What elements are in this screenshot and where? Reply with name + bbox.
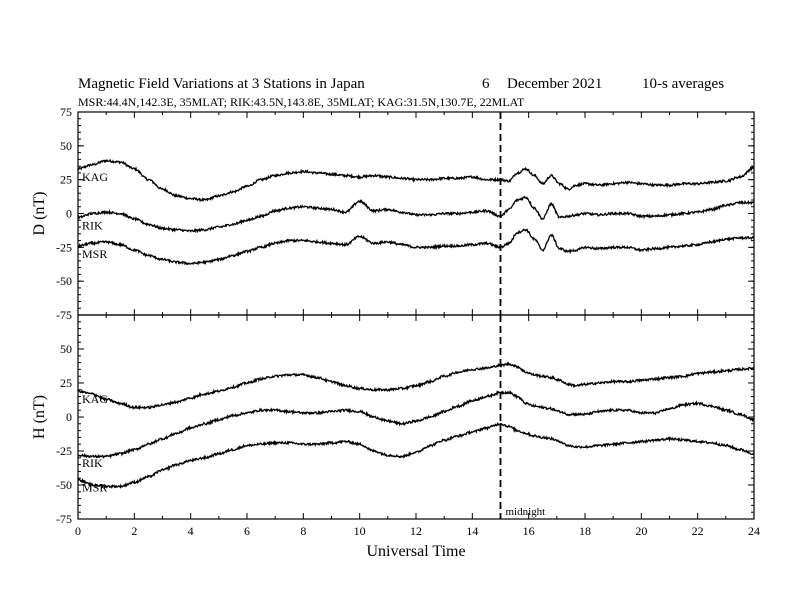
y-tick-label: 50 — [60, 139, 72, 153]
stations-subtitle: MSR:44.4N,142.3E, 35MLAT; RIK:43.5N,143.… — [78, 95, 525, 109]
x-tick-label: 18 — [579, 524, 591, 538]
series-label-msr: MSR — [82, 481, 107, 495]
y-tick-label: -75 — [56, 512, 72, 526]
series-line-rik — [77, 390, 755, 459]
series-label-kag: KAG — [82, 392, 108, 406]
date-month-year: December 2021 — [507, 76, 602, 92]
x-tick-label: 2 — [131, 524, 137, 538]
midnight-label: midnight — [506, 506, 546, 518]
chart-header: Magnetic Field Variations at 3 Stations … — [78, 76, 724, 109]
x-tick-label: 12 — [410, 524, 422, 538]
series-line-kag — [77, 158, 755, 203]
y-tick-label: -50 — [56, 478, 72, 492]
y-tick-label: -25 — [56, 240, 72, 254]
x-tick-label: 16 — [523, 524, 535, 538]
y-tick-label: -50 — [56, 274, 72, 288]
series-line-msr — [77, 422, 755, 490]
y-tick-label: 75 — [60, 105, 72, 119]
series-line-rik — [77, 195, 755, 234]
panel-top: 75 50 25 0 -25 -50 -75 D (nT) KAG RIK MSR — [31, 105, 755, 322]
y-tick-label: 0 — [66, 207, 72, 221]
panel-frame — [77, 314, 755, 520]
chart-title: Magnetic Field Variations at 3 Stations … — [78, 76, 365, 92]
y-tick-label: -75 — [56, 308, 72, 322]
y-tick-label: 25 — [60, 173, 72, 187]
x-tick-label: 14 — [466, 524, 478, 538]
x-tick-label: 22 — [692, 524, 704, 538]
series-label-rik: RIK — [82, 219, 103, 233]
x-tick-label: 8 — [300, 524, 306, 538]
panel-frame — [77, 111, 755, 316]
plot-area: 75 50 25 0 -25 -50 -75 D (nT) KAG RIK MSR 50 25 0 -25 -… — [31, 105, 760, 560]
x-tick-label: 0 — [75, 524, 81, 538]
y-axis-label: H (nT) — [31, 395, 48, 439]
x-axis-label: Universal Time — [366, 543, 465, 560]
y-tick-label: 25 — [60, 376, 72, 390]
date-day: 6 — [482, 76, 490, 92]
series-line-msr — [77, 228, 755, 266]
y-tick-label: -25 — [56, 444, 72, 458]
x-tick-label: 20 — [635, 524, 647, 538]
series-label-rik: RIK — [82, 456, 103, 470]
x-tick-label: 4 — [188, 524, 194, 538]
x-tick-label: 24 — [748, 524, 760, 538]
x-tick-label: 10 — [354, 524, 366, 538]
series-label-msr: MSR — [82, 247, 107, 261]
series-label-kag: KAG — [82, 170, 108, 184]
x-tick-label: 6 — [244, 524, 250, 538]
y-tick-label: 0 — [66, 410, 72, 424]
series-line-kag — [77, 361, 755, 411]
averaging-label: 10-s averages — [642, 76, 724, 92]
y-tick-label: 50 — [60, 342, 72, 356]
y-axis-label: D (nT) — [31, 192, 48, 236]
